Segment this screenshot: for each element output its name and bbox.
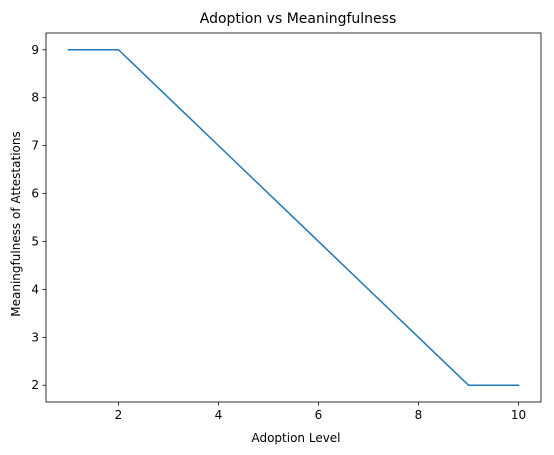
y-tick-label: 3 bbox=[31, 330, 39, 344]
x-tick-label: 10 bbox=[511, 408, 526, 422]
x-axis-label: Adoption Level bbox=[251, 431, 340, 445]
y-tick-label: 4 bbox=[31, 282, 39, 296]
y-tick-label: 9 bbox=[31, 43, 39, 57]
plot-frame bbox=[45, 32, 542, 403]
plot-area: 2 4 6 8 10 2 3 4 5 6 7 8 9 bbox=[31, 32, 542, 422]
y-tick-label: 2 bbox=[31, 378, 39, 392]
series-line-0 bbox=[67, 49, 520, 386]
x-tick-label: 2 bbox=[115, 408, 123, 422]
y-tick-label: 6 bbox=[31, 187, 39, 201]
x-tick-label: 8 bbox=[415, 408, 423, 422]
y-axis-label: Meaningfulness of Attestations bbox=[9, 131, 23, 316]
x-tick-label: 4 bbox=[215, 408, 223, 422]
x-tick-label: 6 bbox=[315, 408, 323, 422]
y-tick-label: 7 bbox=[31, 139, 39, 153]
chart-title: Adoption vs Meaningfulness bbox=[200, 11, 397, 27]
y-tick-label: 8 bbox=[31, 91, 39, 105]
y-tick-label: 5 bbox=[31, 234, 39, 248]
